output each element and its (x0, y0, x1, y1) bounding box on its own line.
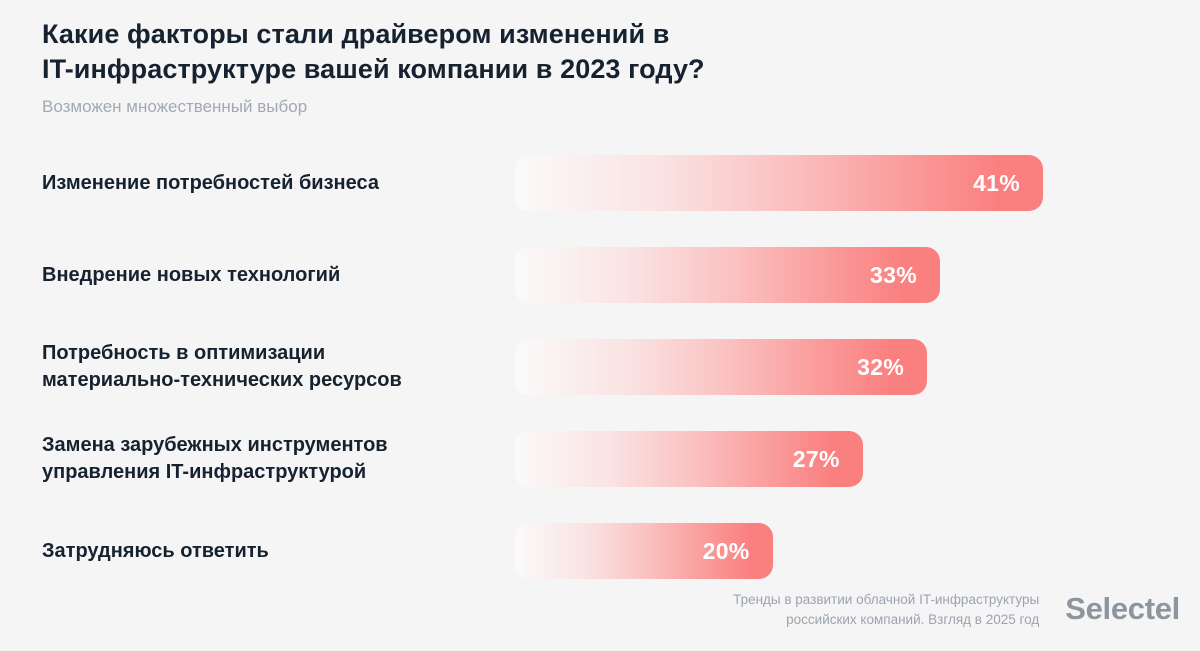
bar-row: Затрудняюсь ответить 20% (42, 523, 1043, 579)
selectel-logo: Selectel (1065, 590, 1180, 626)
bar-value-label: 32% (857, 353, 905, 380)
source-note: Тренды в развитии облачной IT-инфраструк… (733, 590, 1039, 630)
bar-track: 33% (515, 247, 1043, 303)
chart-title: Какие факторы стали драйвером изменений … (42, 17, 705, 87)
chart-subtitle: Возможен множественный выбор (42, 97, 308, 116)
bar-category-label: Изменение потребностей бизнеса (42, 171, 379, 194)
bar-track: 41% (515, 155, 1043, 211)
bar: 33% (515, 247, 940, 303)
source-note-line-2: российских компаний. Взгляд в 2025 год (786, 612, 1040, 627)
bar-row: Внедрение новых технологий 33% (42, 247, 1043, 303)
source-note-line-1: Тренды в развитии облачной IT-инфраструк… (733, 592, 1040, 607)
chart-title-line-2: IT-инфраструктуре вашей компании в 2023 … (42, 54, 705, 84)
bar: 32% (515, 339, 928, 395)
chart-title-line-1: Какие факторы стали драйвером изменений … (42, 19, 670, 49)
bar-chart: Изменение потребностей бизнеса 41% Внедрен… (42, 155, 1043, 579)
chart-footer: Тренды в развитии облачной IT-инфраструк… (733, 590, 1180, 630)
bar-value-label: 33% (870, 261, 917, 288)
chart-header: Какие факторы стали драйвером изменений … (42, 17, 705, 117)
bar-category-label: Потребность в оптимизации материально-тех… (42, 342, 402, 391)
bar: 27% (515, 431, 863, 487)
bar-category-label: Внедрение новых технологий (42, 263, 341, 286)
bar-track: 27% (515, 431, 1043, 487)
bar-track: 20% (515, 523, 1043, 579)
bar-category-label: Замена зарубежных инструментов управления… (42, 434, 388, 483)
bar-value-label: 20% (702, 537, 750, 564)
bar-row: Потребность в оптимизации материально-тех… (42, 339, 1043, 395)
bar-value-label: 41% (973, 169, 1020, 196)
bar-row: Замена зарубежных инструментов управления… (42, 431, 1043, 487)
bar-category-label: Затрудняюсь ответить (42, 539, 269, 562)
bar-row: Изменение потребностей бизнеса 41% (42, 155, 1043, 211)
bar: 20% (515, 523, 773, 579)
bar-value-label: 27% (792, 445, 840, 472)
bar: 41% (515, 155, 1043, 211)
bar-track: 32% (515, 339, 1043, 395)
